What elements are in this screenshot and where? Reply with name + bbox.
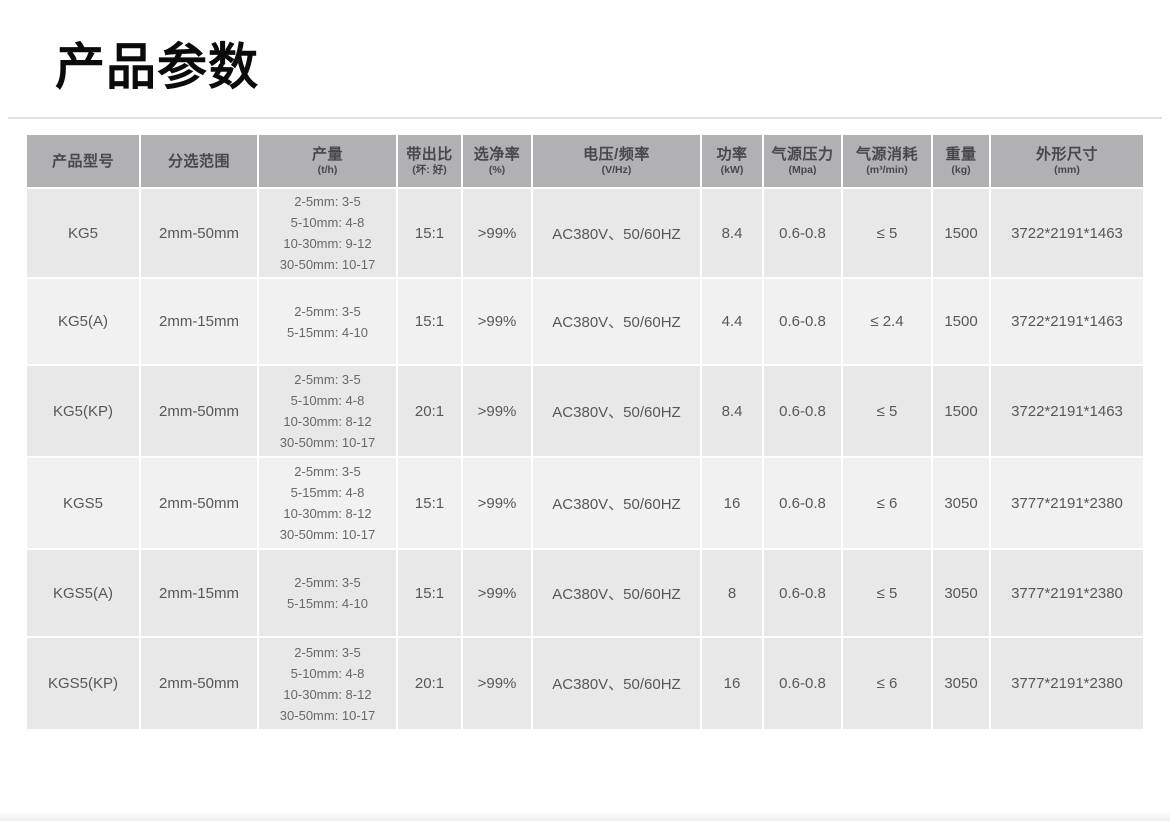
- title-divider: [8, 117, 1162, 119]
- cell-model: KG5: [27, 188, 141, 279]
- cell-model: KG5(A): [27, 278, 141, 366]
- cell-voltage: AC380V、50/60HZ: [532, 637, 702, 731]
- cell-ratio: 15:1: [397, 457, 463, 550]
- cell-dimensions: 3777*2191*2380: [990, 457, 1143, 550]
- cell-pressure: 0.6-0.8: [763, 278, 843, 366]
- cell-range: 2mm-50mm: [140, 637, 259, 731]
- cell-power: 8.4: [701, 188, 764, 279]
- col-header-pressure: 气源压力 (Mpa): [763, 135, 843, 189]
- cell-purity: >99%: [462, 457, 533, 550]
- cell-ratio: 15:1: [397, 549, 463, 638]
- col-header-dimensions: 外形尺寸 (mm): [990, 135, 1143, 189]
- cell-power: 16: [701, 637, 764, 731]
- cell-range: 2mm-15mm: [140, 278, 259, 366]
- cell-purity: >99%: [462, 637, 533, 731]
- cell-range: 2mm-50mm: [140, 365, 259, 458]
- cell-pressure: 0.6-0.8: [763, 365, 843, 458]
- cell-capacity: 2-5mm: 3-5 5-10mm: 4-8 10-30mm: 8-12 30-…: [258, 637, 398, 731]
- product-spec-table: 产品型号 分选范围 产量 (t/h) 带出比 (坏: 好) 选净率 (%) 电压/频率…: [27, 135, 1143, 731]
- cell-capacity: 2-5mm: 3-5 5-15mm: 4-8 10-30mm: 8-12 30-…: [258, 457, 398, 550]
- col-header-ratio: 带出比 (坏: 好): [397, 135, 463, 189]
- cell-model: KGS5: [27, 457, 141, 550]
- table-row-kgs5a: KGS5(A) 2mm-15mm 2-5mm: 3-5 5-15mm: 4-10…: [27, 549, 1143, 638]
- cell-capacity: 2-5mm: 3-5 5-10mm: 4-8 10-30mm: 8-12 30-…: [258, 365, 398, 458]
- table-row-kg5a: KG5(A) 2mm-15mm 2-5mm: 3-5 5-15mm: 4-10 …: [27, 278, 1143, 366]
- cell-voltage: AC380V、50/60HZ: [532, 278, 702, 366]
- col-header-consumption: 气源消耗 (m³/min): [842, 135, 933, 189]
- cell-range: 2mm-50mm: [140, 188, 259, 279]
- cell-capacity: 2-5mm: 3-5 5-10mm: 4-8 10-30mm: 9-12 30-…: [258, 188, 398, 279]
- cell-range: 2mm-50mm: [140, 457, 259, 550]
- cell-pressure: 0.6-0.8: [763, 549, 843, 638]
- cell-pressure: 0.6-0.8: [763, 457, 843, 550]
- col-header-capacity: 产量 (t/h): [258, 135, 398, 189]
- cell-purity: >99%: [462, 365, 533, 458]
- cell-consumption: ≤ 5: [842, 188, 933, 279]
- cell-consumption: ≤ 5: [842, 365, 933, 458]
- col-header-weight: 重量 (kg): [932, 135, 991, 189]
- cell-weight: 3050: [932, 457, 991, 550]
- cell-model: KG5(KP): [27, 365, 141, 458]
- cell-capacity: 2-5mm: 3-5 5-15mm: 4-10: [258, 549, 398, 638]
- cell-voltage: AC380V、50/60HZ: [532, 188, 702, 279]
- cell-dimensions: 3777*2191*2380: [990, 637, 1143, 731]
- cell-consumption: ≤ 2.4: [842, 278, 933, 366]
- cell-capacity: 2-5mm: 3-5 5-15mm: 4-10: [258, 278, 398, 366]
- cell-purity: >99%: [462, 278, 533, 366]
- cell-model: KGS5(KP): [27, 637, 141, 731]
- cell-power: 8: [701, 549, 764, 638]
- cell-voltage: AC380V、50/60HZ: [532, 549, 702, 638]
- table-row-kgs5: KGS5 2mm-50mm 2-5mm: 3-5 5-15mm: 4-8 10-…: [27, 457, 1143, 550]
- cell-weight: 1500: [932, 278, 991, 366]
- cell-weight: 1500: [932, 365, 991, 458]
- cell-pressure: 0.6-0.8: [763, 637, 843, 731]
- cell-ratio: 20:1: [397, 365, 463, 458]
- page-title: 产品参数: [55, 39, 259, 95]
- col-header-range: 分选范围: [140, 135, 259, 189]
- table-row-kgs5kp: KGS5(KP) 2mm-50mm 2-5mm: 3-5 5-10mm: 4-8…: [27, 637, 1143, 731]
- col-header-model: 产品型号: [27, 135, 141, 189]
- cell-power: 4.4: [701, 278, 764, 366]
- cell-purity: >99%: [462, 549, 533, 638]
- table-row-kg5: KG5 2mm-50mm 2-5mm: 3-5 5-10mm: 4-8 10-3…: [27, 188, 1143, 279]
- cell-ratio: 15:1: [397, 188, 463, 279]
- table-header: 产品型号 分选范围 产量 (t/h) 带出比 (坏: 好) 选净率 (%) 电压/频率…: [27, 135, 1143, 189]
- table-row-kg5kp: KG5(KP) 2mm-50mm 2-5mm: 3-5 5-10mm: 4-8 …: [27, 365, 1143, 458]
- cell-range: 2mm-15mm: [140, 549, 259, 638]
- cell-power: 16: [701, 457, 764, 550]
- cell-consumption: ≤ 5: [842, 549, 933, 638]
- cell-voltage: AC380V、50/60HZ: [532, 457, 702, 550]
- cell-consumption: ≤ 6: [842, 457, 933, 550]
- cell-dimensions: 3777*2191*2380: [990, 549, 1143, 638]
- cell-ratio: 15:1: [397, 278, 463, 366]
- cell-pressure: 0.6-0.8: [763, 188, 843, 279]
- col-header-voltage: 电压/频率 (V/Hz): [532, 135, 702, 189]
- cell-dimensions: 3722*2191*1463: [990, 278, 1143, 366]
- cell-voltage: AC380V、50/60HZ: [532, 365, 702, 458]
- cell-weight: 1500: [932, 188, 991, 279]
- page-bottom-edge: [0, 811, 1170, 821]
- cell-purity: >99%: [462, 188, 533, 279]
- cell-consumption: ≤ 6: [842, 637, 933, 731]
- cell-dimensions: 3722*2191*1463: [990, 365, 1143, 458]
- cell-weight: 3050: [932, 549, 991, 638]
- cell-power: 8.4: [701, 365, 764, 458]
- cell-weight: 3050: [932, 637, 991, 731]
- col-header-purity: 选净率 (%): [462, 135, 533, 189]
- col-header-power: 功率 (kW): [701, 135, 764, 189]
- cell-dimensions: 3722*2191*1463: [990, 188, 1143, 279]
- cell-ratio: 20:1: [397, 637, 463, 731]
- cell-model: KGS5(A): [27, 549, 141, 638]
